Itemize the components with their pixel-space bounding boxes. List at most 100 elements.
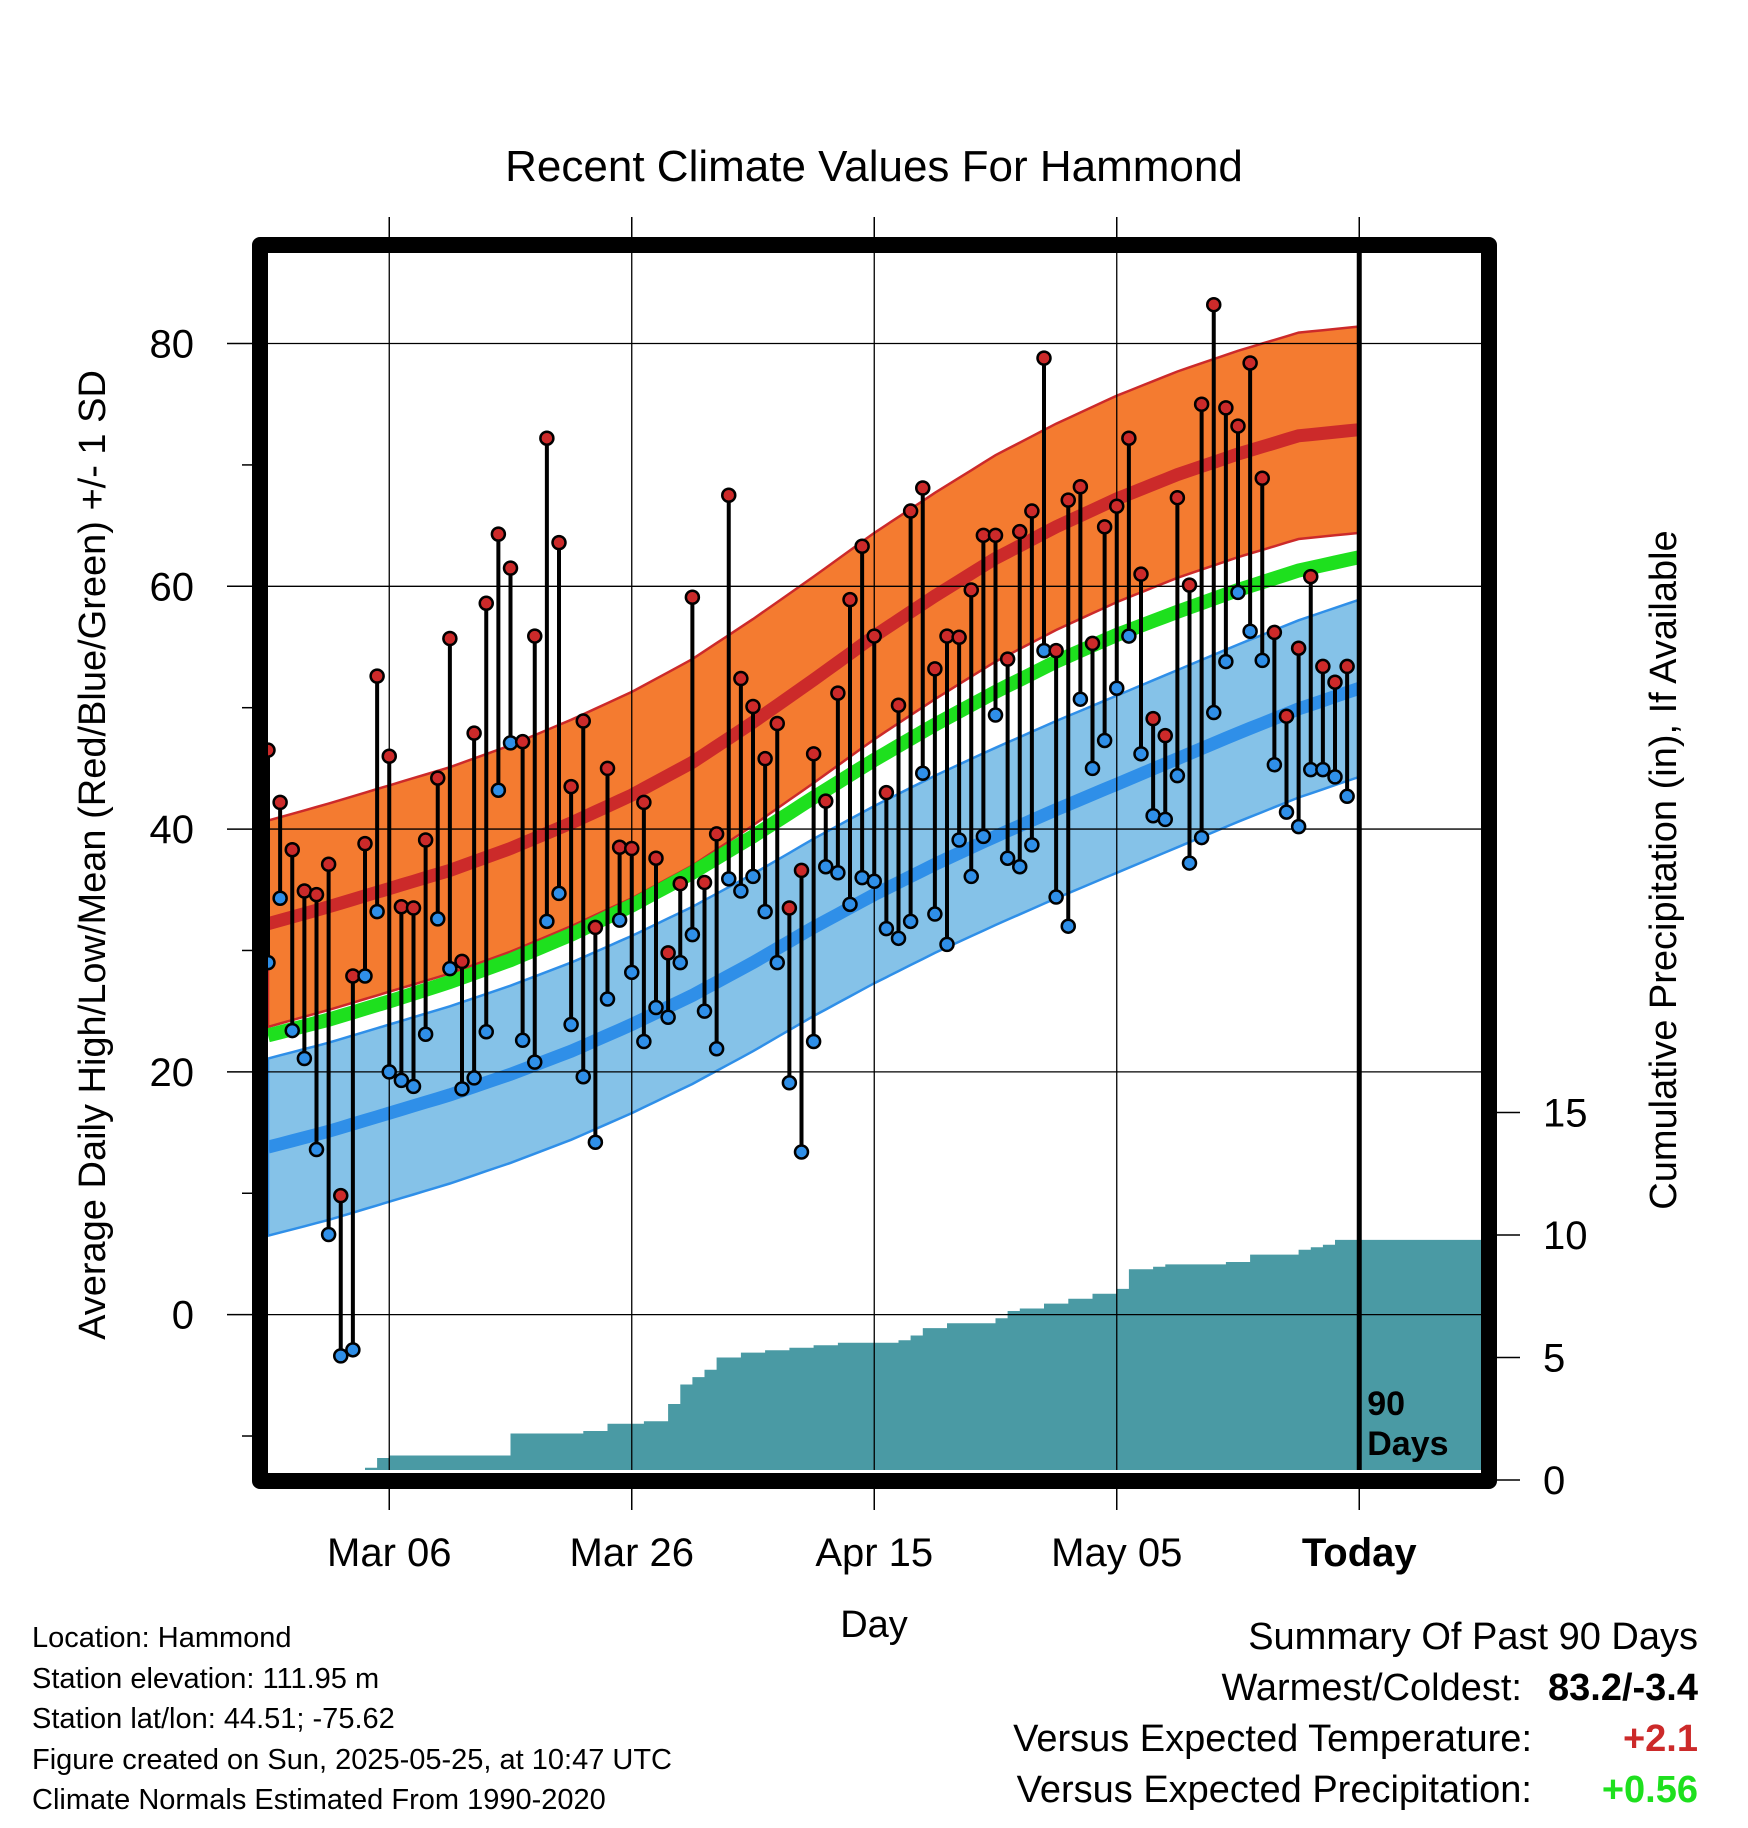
low-point xyxy=(721,871,737,887)
low-point xyxy=(1254,652,1270,669)
low-point xyxy=(842,896,858,913)
x-tick-label: Mar 06 xyxy=(327,1531,452,1575)
y2-tick-label: 5 xyxy=(1543,1337,1565,1381)
high-point xyxy=(1278,708,1295,724)
high-point xyxy=(769,715,785,732)
high-point xyxy=(805,746,822,762)
created-text: Figure created on Sun, 2025-05-25, at 10… xyxy=(32,1743,672,1776)
high-point xyxy=(1290,640,1307,656)
low-point xyxy=(466,1070,482,1086)
high-point xyxy=(478,595,494,612)
y-tick-label: 40 xyxy=(150,808,195,852)
low-point xyxy=(890,930,907,947)
high-point xyxy=(890,697,907,714)
high-point xyxy=(1206,296,1222,313)
low-point xyxy=(624,964,640,981)
high-point xyxy=(721,487,737,504)
high-point xyxy=(684,589,701,605)
high-point xyxy=(1315,658,1331,675)
low-point xyxy=(818,858,834,875)
high-point xyxy=(308,886,325,903)
low-point xyxy=(1096,732,1113,749)
high-point xyxy=(987,527,1004,544)
high-point xyxy=(1193,396,1210,412)
y2-tick-label: 15 xyxy=(1543,1092,1588,1136)
low-point xyxy=(866,873,882,890)
high-point xyxy=(951,629,967,646)
high-point xyxy=(430,770,446,786)
low-point xyxy=(369,903,385,920)
high-point xyxy=(1012,523,1028,540)
low-point xyxy=(284,1022,300,1039)
low-point xyxy=(575,1068,591,1085)
x-tick-label: Apr 15 xyxy=(815,1531,933,1575)
station-info: Location: Hammond Station elevation: 111… xyxy=(32,1618,672,1821)
low-point xyxy=(708,1041,725,1057)
low-point xyxy=(563,1016,579,1033)
low-point xyxy=(1169,767,1186,784)
high-point xyxy=(818,793,834,809)
precip-deviation-label: Versus Expected Precipitation: xyxy=(1016,1769,1532,1811)
high-point xyxy=(551,534,567,551)
high-point xyxy=(1109,498,1125,514)
high-point xyxy=(1254,470,1270,487)
low-point xyxy=(745,868,761,885)
high-point xyxy=(268,742,276,758)
precipitation-area xyxy=(365,1239,1481,1470)
elevation-text: Station elevation: 111.95 m xyxy=(32,1662,380,1695)
low-point xyxy=(320,1226,337,1243)
latlon-text: Station lat/lon: 44.51; -75.62 xyxy=(32,1703,395,1735)
high-point xyxy=(1230,418,1246,434)
high-point xyxy=(381,748,397,764)
high-point xyxy=(539,430,555,446)
low-point xyxy=(987,707,1004,723)
high-point xyxy=(733,670,749,687)
y2-tick-label: 10 xyxy=(1543,1214,1588,1258)
summary-panel: Summary Of Past 90 Days Warmest/Coldest:… xyxy=(1013,1612,1698,1816)
high-point xyxy=(333,1187,349,1204)
low-point xyxy=(963,868,979,885)
high-point xyxy=(624,840,640,857)
high-point xyxy=(1218,400,1234,416)
high-point xyxy=(1327,674,1343,690)
high-point xyxy=(648,850,664,866)
high-point xyxy=(357,835,373,852)
low-point xyxy=(733,883,749,899)
low-point xyxy=(539,913,555,930)
plot-frame xyxy=(252,237,1497,1489)
high-point xyxy=(490,526,507,542)
y-tick-label: 80 xyxy=(150,323,195,367)
low-point xyxy=(599,991,616,1007)
low-point xyxy=(1048,889,1064,905)
low-point xyxy=(1181,855,1198,871)
low-point xyxy=(417,1026,434,1042)
summary-title: Summary Of Past 90 Days xyxy=(1248,1616,1698,1658)
low-point xyxy=(1109,680,1125,697)
low-point xyxy=(1157,811,1173,828)
high-point xyxy=(1060,492,1076,508)
low-point xyxy=(430,911,446,927)
high-point xyxy=(1169,489,1186,506)
y-tick-label: 0 xyxy=(172,1294,194,1338)
low-point xyxy=(1266,756,1283,773)
high-point xyxy=(781,900,798,916)
high-point xyxy=(575,713,591,729)
high-point xyxy=(1242,355,1258,371)
high-point xyxy=(866,628,882,644)
high-point xyxy=(1145,710,1161,727)
today-days-number: 90 xyxy=(1367,1385,1405,1423)
low-point xyxy=(660,1009,676,1025)
normals-text: Climate Normals Estimated From 1990-2020 xyxy=(32,1784,606,1816)
high-point xyxy=(527,628,543,644)
high-point xyxy=(1084,635,1101,652)
low-point xyxy=(551,885,567,902)
warmest-value: 83.2/-3.4 xyxy=(1548,1667,1698,1709)
low-point xyxy=(951,832,967,848)
high-point xyxy=(272,794,288,811)
high-point xyxy=(587,919,604,936)
high-point xyxy=(660,945,676,961)
high-point xyxy=(1121,430,1137,446)
high-point xyxy=(1157,727,1173,744)
